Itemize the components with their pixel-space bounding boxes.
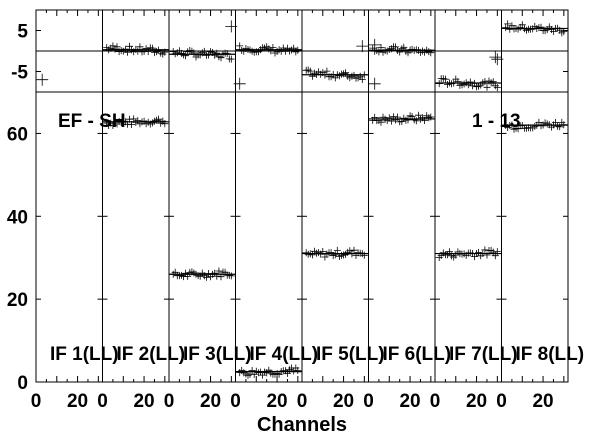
phase-point — [481, 78, 489, 85]
phase-outlier — [36, 73, 49, 86]
phase-point — [136, 43, 144, 51]
x-tick-label: 0 — [496, 391, 507, 412]
x-tick-label: 0 — [430, 391, 441, 412]
amp-point — [350, 246, 358, 254]
amp-point — [294, 367, 302, 374]
baseline-label: 1 - 13 — [472, 111, 521, 132]
y-tick-label: 5 — [17, 22, 28, 43]
x-tick-label: 20 — [200, 391, 221, 412]
phase-point — [435, 80, 443, 88]
x-tick-label: 20 — [399, 391, 420, 412]
if-label: IF 3(LL) — [183, 344, 252, 365]
phase-point — [489, 78, 497, 86]
amp-point — [489, 248, 497, 256]
amp-point — [556, 123, 564, 131]
phase-point — [144, 48, 152, 55]
amp-point — [377, 118, 385, 126]
if-label: IF 4(LL) — [250, 344, 319, 365]
if-label: IF 8(LL) — [516, 344, 585, 365]
amp-point — [202, 273, 210, 281]
x-tick-label: 20 — [532, 391, 553, 412]
amp-point — [435, 254, 443, 261]
phase-outlier — [489, 51, 502, 64]
x-tick-label: 0 — [97, 391, 108, 412]
amp-point — [333, 246, 341, 254]
phase-point — [290, 44, 298, 52]
x-tick-label: 20 — [466, 391, 487, 412]
phase-point — [306, 67, 314, 75]
phase-point — [126, 42, 133, 50]
amp-point — [331, 251, 339, 259]
phase-point — [441, 75, 449, 83]
y-tick-label: -5 — [11, 63, 28, 84]
x-tick-label: 20 — [266, 391, 287, 412]
phase-point — [493, 84, 501, 92]
if-label: IF 1(LL) — [50, 344, 119, 365]
phase-point — [518, 21, 526, 29]
phase-point — [223, 50, 231, 58]
x-tick-label: 0 — [230, 391, 241, 412]
y-tick-label: 40 — [7, 207, 28, 228]
amp-point — [308, 251, 316, 259]
phase-point — [182, 52, 190, 60]
panel-frames — [35, 9, 569, 383]
y-tick-label: 20 — [7, 290, 28, 311]
phase-outlier — [233, 77, 246, 90]
phase-outlier — [368, 77, 381, 90]
phase-point — [236, 42, 244, 50]
phase-point — [392, 43, 399, 51]
y-tick-label: 0 — [17, 373, 28, 394]
phase-point — [502, 24, 510, 32]
x-tick-label: 20 — [67, 391, 88, 412]
x-axis-label: Channels — [257, 414, 347, 434]
x-tick-label: 0 — [363, 391, 374, 412]
amp-point — [227, 272, 235, 280]
x-tick-label: 20 — [333, 391, 354, 412]
source-label: EF - SH — [58, 111, 126, 132]
phase-outlier — [356, 40, 369, 53]
chart-labels: 5 -5 0 20 40 60 0 20 0 20 0 20 0 20 0 20 0 20 0 20 0 20 IF 1(L… — [7, 22, 584, 434]
phase-point — [190, 49, 198, 57]
if-label: IF 6(LL) — [383, 344, 452, 365]
phase-outlier — [368, 38, 381, 51]
phase-point — [504, 20, 512, 28]
phase-outlier — [491, 53, 504, 66]
phase-point — [358, 76, 366, 83]
phase-point — [323, 67, 331, 75]
phase-point — [134, 47, 142, 55]
amp-point — [483, 251, 491, 259]
amp-point — [248, 366, 256, 374]
if-label: IF 2(LL) — [117, 344, 186, 365]
if-label: IF 7(LL) — [449, 344, 518, 365]
phase-point — [148, 44, 156, 52]
amp-point — [404, 116, 412, 124]
if-label: IF 5(LL) — [316, 344, 385, 365]
x-tick-label: 20 — [133, 391, 154, 412]
amp-point — [481, 246, 489, 254]
data-points — [36, 20, 568, 379]
phase-point — [113, 43, 121, 51]
phase-point — [227, 55, 235, 63]
amp-point — [414, 111, 422, 119]
phase-point — [454, 78, 462, 86]
amp-point — [302, 249, 310, 257]
x-tick-label: 0 — [31, 391, 42, 412]
x-tick-label: 0 — [164, 391, 175, 412]
phase-outlier — [225, 20, 238, 33]
amp-point — [421, 117, 429, 124]
phase-point — [483, 83, 491, 91]
phase-point — [466, 78, 474, 86]
amp-point — [215, 267, 223, 275]
y-tick-label: 60 — [7, 124, 28, 145]
x-tick-label: 0 — [297, 391, 308, 412]
amp-point — [360, 251, 368, 259]
phase-point — [560, 28, 568, 36]
phase-point — [213, 49, 221, 57]
